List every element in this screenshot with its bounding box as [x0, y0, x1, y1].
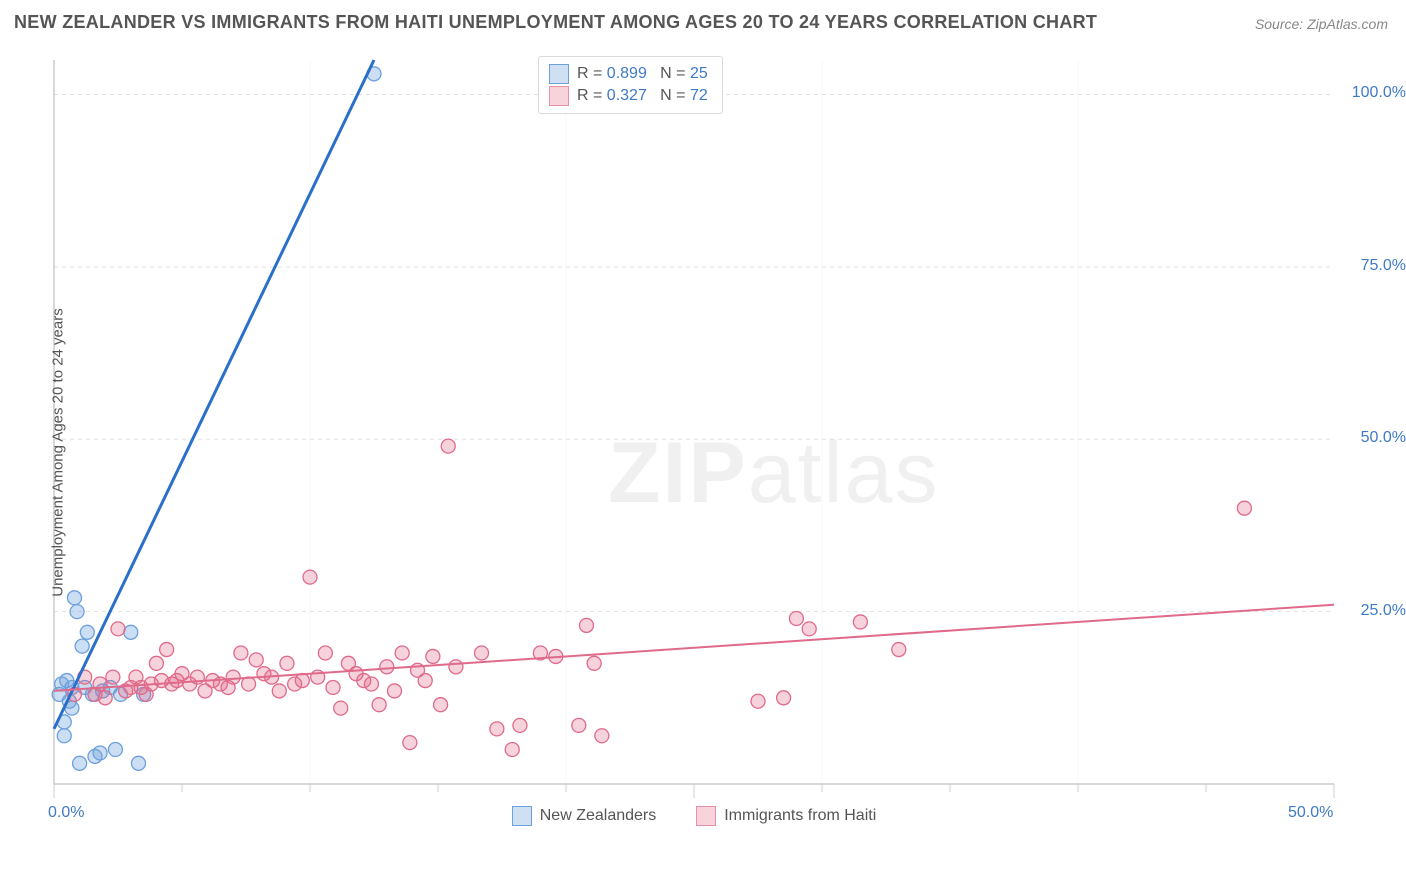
point-nz [75, 639, 89, 653]
point-haiti [303, 570, 317, 584]
point-haiti [334, 701, 348, 715]
point-haiti [892, 643, 906, 657]
scatter-svg [48, 54, 1340, 824]
point-haiti [587, 656, 601, 670]
point-nz [73, 756, 87, 770]
point-haiti [226, 670, 240, 684]
point-haiti [106, 670, 120, 684]
point-haiti [449, 660, 463, 674]
point-haiti [111, 622, 125, 636]
y-tick-label: 50.0% [1361, 429, 1406, 447]
point-haiti [149, 656, 163, 670]
legend-swatch [512, 806, 532, 826]
point-haiti [98, 691, 112, 705]
point-haiti [395, 646, 409, 660]
point-haiti [380, 660, 394, 674]
point-haiti [505, 743, 519, 757]
point-haiti [579, 618, 593, 632]
point-haiti [853, 615, 867, 629]
legend-swatch [549, 64, 569, 84]
point-haiti [789, 612, 803, 626]
point-haiti [318, 646, 332, 660]
chart-container: NEW ZEALANDER VS IMMIGRANTS FROM HAITI U… [0, 0, 1406, 892]
point-haiti [326, 680, 340, 694]
point-haiti [372, 698, 386, 712]
point-haiti [295, 674, 309, 688]
point-haiti [490, 722, 504, 736]
legend-swatch [549, 86, 569, 106]
correlation-legend: R = 0.899 N = 25R = 0.327 N = 72 [538, 56, 723, 114]
point-haiti [426, 649, 440, 663]
point-haiti [475, 646, 489, 660]
point-haiti [441, 439, 455, 453]
y-axis-label: Unemployment Among Ages 20 to 24 years [50, 233, 67, 673]
legend-item: New Zealanders [512, 806, 657, 826]
point-nz [124, 625, 138, 639]
point-haiti [434, 698, 448, 712]
source-credit: Source: ZipAtlas.com [1255, 16, 1388, 32]
point-haiti [777, 691, 791, 705]
trendline-nz [54, 60, 374, 729]
y-tick-label: 25.0% [1361, 602, 1406, 620]
point-nz [67, 591, 81, 605]
point-haiti [595, 729, 609, 743]
point-nz [57, 729, 71, 743]
point-haiti [513, 718, 527, 732]
point-nz [70, 605, 84, 619]
legend-swatch [696, 806, 716, 826]
point-nz [108, 743, 122, 757]
point-haiti [272, 684, 286, 698]
point-haiti [387, 684, 401, 698]
point-haiti [403, 736, 417, 750]
point-nz [131, 756, 145, 770]
point-haiti [572, 718, 586, 732]
point-haiti [234, 646, 248, 660]
point-haiti [249, 653, 263, 667]
point-haiti [751, 694, 765, 708]
y-tick-label: 100.0% [1352, 84, 1406, 102]
plot-area: Unemployment Among Ages 20 to 24 years Z… [48, 54, 1340, 824]
point-haiti [418, 674, 432, 688]
chart-title: NEW ZEALANDER VS IMMIGRANTS FROM HAITI U… [14, 12, 1097, 33]
legend-row: R = 0.327 N = 72 [549, 85, 708, 107]
series-legend: New Zealanders Immigrants from Haiti [48, 806, 1340, 826]
legend-row: R = 0.899 N = 25 [549, 63, 708, 85]
point-haiti [364, 677, 378, 691]
point-nz [93, 746, 107, 760]
legend-label: Immigrants from Haiti [724, 807, 876, 825]
point-haiti [160, 643, 174, 657]
y-tick-label: 75.0% [1361, 257, 1406, 275]
legend-item: Immigrants from Haiti [696, 806, 876, 826]
point-haiti [1237, 501, 1251, 515]
point-haiti [280, 656, 294, 670]
point-nz [80, 625, 94, 639]
point-haiti [802, 622, 816, 636]
legend-label: New Zealanders [540, 807, 657, 825]
